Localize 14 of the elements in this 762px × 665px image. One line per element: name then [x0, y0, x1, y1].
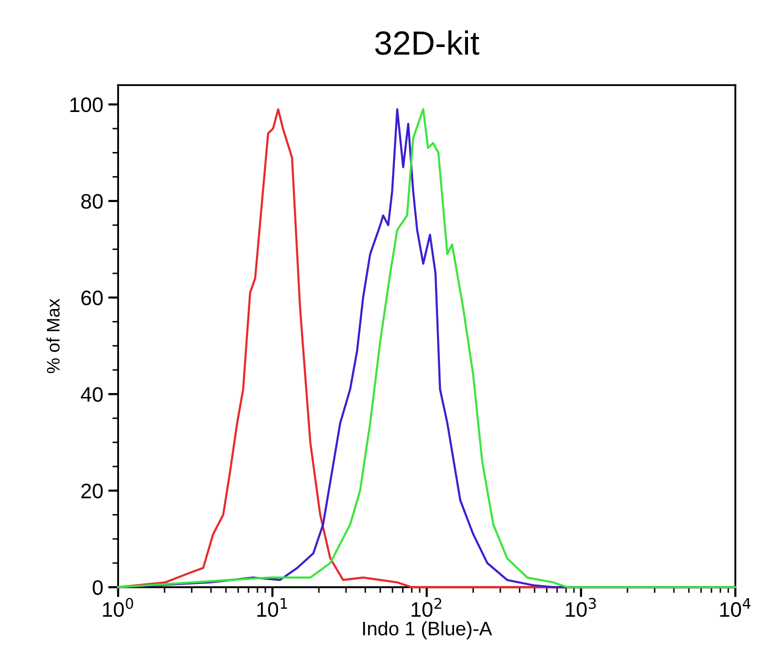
y-tick-label: 20	[81, 484, 103, 498]
x-tick-label: 10$^{4}$	[720, 598, 750, 617]
y-tick-label: 80	[81, 194, 103, 209]
y-tick-label: 100	[70, 97, 103, 112]
x-tick-label: 10$^{0}$	[103, 598, 134, 617]
x-tick-label: 10$^{2}$	[412, 598, 442, 617]
y-tick-label: 0	[92, 580, 103, 595]
y-axis-title: % of Max	[46, 298, 60, 374]
chart-title: 32D-kit	[375, 30, 480, 55]
y-tick-label: 60	[81, 290, 103, 306]
y-tick-label: 40	[80, 387, 103, 402]
x-tick-label: 10$^{3}$	[566, 598, 596, 617]
x-axis-title: Indo 1 (Blue)-A	[363, 621, 492, 640]
x-tick-label: 10$^{1}$	[257, 598, 288, 617]
